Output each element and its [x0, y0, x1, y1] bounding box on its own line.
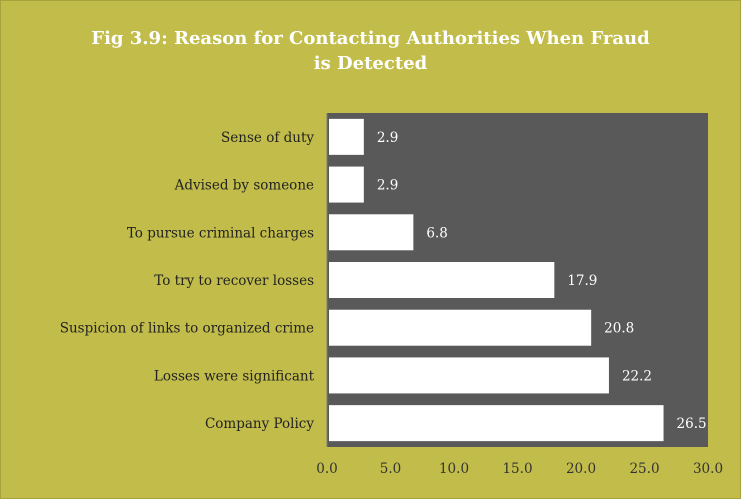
bar-5 [329, 309, 592, 346]
x-tick-label-7: 30.0 [693, 461, 723, 477]
bar-6 [329, 357, 609, 394]
x-tick-label-5: 20.0 [566, 461, 596, 477]
chart-title-line-2: is Detected [313, 53, 428, 74]
value-label-2: 2.9 [377, 178, 398, 194]
bar-7 [329, 405, 664, 442]
bar-3 [329, 214, 414, 251]
category-label-3: To pursue criminal charges [127, 225, 314, 241]
x-tick-label-1: 0.0 [316, 461, 337, 477]
value-label-7: 26.5 [677, 416, 707, 432]
x-tick-label-6: 25.0 [629, 461, 659, 477]
chart-title: Fig 3.9: Reason for Contacting Authoriti… [0, 26, 741, 76]
category-label-6: Losses were significant [154, 368, 315, 384]
category-label-7: Company Policy [205, 416, 314, 432]
bar-1 [329, 118, 364, 155]
value-label-6: 22.2 [622, 368, 652, 384]
chart-title-line-1: Fig 3.9: Reason for Contacting Authoriti… [91, 28, 650, 49]
bar-2 [329, 166, 364, 203]
value-label-4: 17.9 [567, 273, 597, 289]
value-label-3: 6.8 [426, 225, 447, 241]
x-tick-label-3: 10.0 [439, 461, 469, 477]
x-tick-label-4: 15.0 [502, 461, 532, 477]
category-label-1: Sense of duty [221, 130, 314, 146]
value-label-5: 20.8 [604, 321, 634, 337]
x-tick-label-2: 5.0 [380, 461, 401, 477]
bar-4 [329, 262, 555, 298]
category-label-5: Suspicion of links to organized crime [60, 321, 314, 337]
category-label-2: Advised by someone [174, 178, 314, 194]
value-label-1: 2.9 [377, 130, 398, 146]
category-label-4: To try to recover losses [154, 273, 314, 289]
